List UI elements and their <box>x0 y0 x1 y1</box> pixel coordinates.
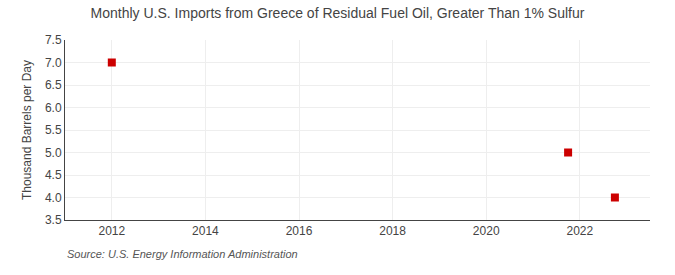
svg-text:5.0: 5.0 <box>45 146 62 160</box>
svg-text:7.0: 7.0 <box>45 56 62 70</box>
svg-text:Thousand Barrels per Day: Thousand Barrels per Day <box>20 60 34 200</box>
svg-text:2018: 2018 <box>379 224 406 238</box>
svg-text:Source: U.S. Energy Informatio: Source: U.S. Energy Information Administ… <box>67 248 298 260</box>
svg-text:2014: 2014 <box>192 224 219 238</box>
svg-text:6.0: 6.0 <box>45 101 62 115</box>
svg-text:6.5: 6.5 <box>45 78 62 92</box>
svg-text:Monthly U.S. Imports from Gree: Monthly U.S. Imports from Greece of Resi… <box>91 5 585 21</box>
svg-text:4.5: 4.5 <box>45 168 62 182</box>
svg-text:2022: 2022 <box>566 224 593 238</box>
svg-text:3.5: 3.5 <box>45 213 62 227</box>
svg-text:5.5: 5.5 <box>45 123 62 137</box>
svg-text:2012: 2012 <box>98 224 125 238</box>
svg-text:2016: 2016 <box>286 224 313 238</box>
svg-text:4.0: 4.0 <box>45 191 62 205</box>
svg-text:2020: 2020 <box>473 224 500 238</box>
svg-text:7.5: 7.5 <box>45 33 62 47</box>
